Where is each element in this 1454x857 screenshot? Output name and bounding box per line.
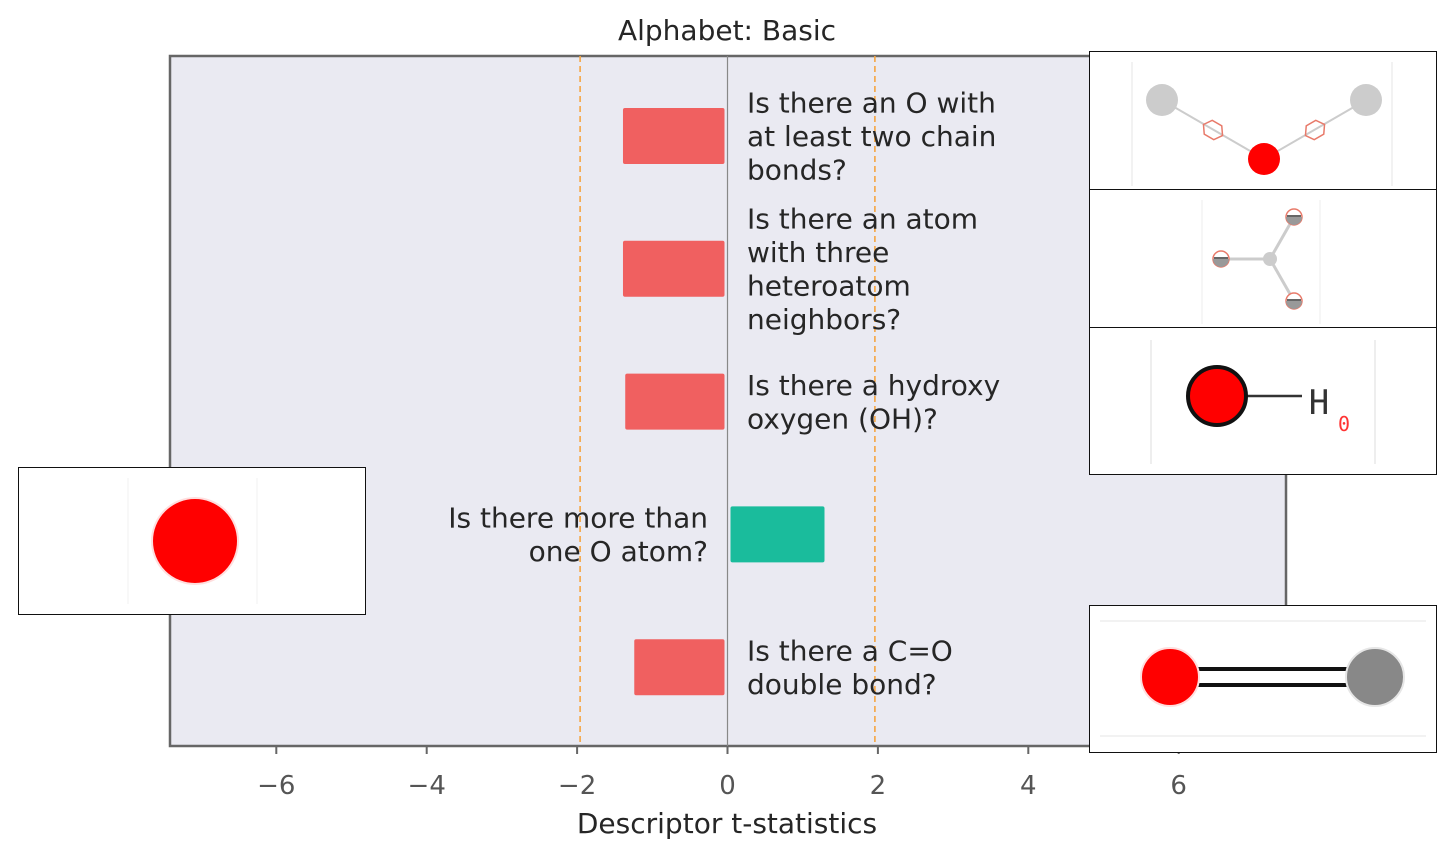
bar [625,373,725,430]
bar-label: Is there a C=O double bond? [747,634,953,701]
thumbnail-carbonyl [1089,605,1437,753]
hydroxy-oxygen-molecule-icon: H 0 [1150,340,1376,464]
x-axis-label: Descriptor t-statistics [577,807,877,840]
thumbnail-hydroxy: H 0 [1089,327,1437,475]
hydrogen-label: H [1309,383,1329,423]
three-heteroatom-neighbors-molecule-icon [1201,200,1321,324]
x-tick-label: −4 [408,771,446,801]
x-tick-label: 2 [870,771,887,801]
bar-label: Is there more than one O atom? [448,502,708,569]
chart-title: Alphabet: Basic [618,14,836,47]
x-tick-label: 0 [719,771,736,801]
bar-label: Is there an O with at least two chain bond… [747,87,996,187]
bar [622,240,725,297]
x-tick-label: 4 [1020,771,1037,801]
x-tick-label: 6 [1170,771,1187,801]
svg-text:0: 0 [1338,412,1350,436]
bar-label: Is there a hydroxy oxygen (OH)? [747,369,1000,436]
thumbnail-o-two-chain-bonds [1089,51,1437,191]
thumbnail-three-heteroatom [1089,189,1437,329]
o-two-chain-bonds-molecule-icon [1131,62,1393,186]
bar [622,108,725,164]
bar [730,506,825,563]
bar [634,639,725,696]
thumbnail-single-o [18,467,366,615]
x-tick-label: −2 [558,771,596,801]
single-o-atom-molecule-icon [127,478,258,604]
x-tick-label: −6 [257,771,295,801]
bar-label: Is there an atom with three heteroatom neig… [747,203,978,336]
carbonyl-double-bond-molecule-icon [1100,620,1426,737]
